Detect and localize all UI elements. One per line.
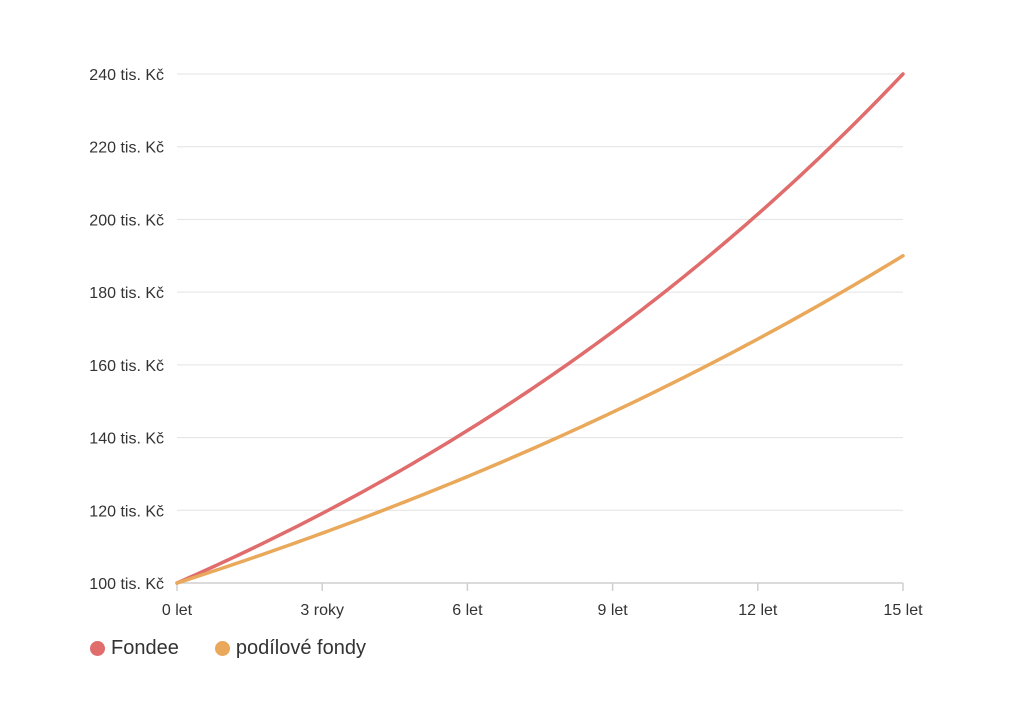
x-tick-label: 6 let (452, 602, 483, 619)
legend-label-fondee: Fondee (111, 637, 179, 659)
series-line-pod-lov-fondy[interactable] (175, 254, 905, 585)
x-tick-label: 0 let (162, 602, 193, 619)
series-line-fondee[interactable] (175, 72, 905, 585)
x-axis: 0 let 3 roky 6 let 9 let 12 let 15 let (162, 582, 923, 619)
x-tick-label: 9 let (597, 602, 628, 619)
legend-marker-podilove-fondy (214, 641, 230, 656)
legend-label-podilove-fondy: podílové fondy (235, 637, 366, 659)
y-tick-label: 200 tis. Kč (89, 212, 164, 229)
grid-lines (177, 73, 903, 511)
y-tick-label: 100 tis. Kč (89, 576, 164, 593)
x-tick-label: 15 let (883, 602, 923, 619)
legend: Fondee podílové fondy (90, 637, 366, 660)
y-tick-label: 240 tis. Kč (89, 67, 164, 84)
y-axis: 100 tis. Kč 120 tis. Kč 140 tis. Kč 160 tis… (89, 67, 164, 593)
legend-item-fondee[interactable]: Fondee (90, 637, 179, 660)
x-tick-label: 3 roky (300, 602, 344, 619)
y-tick-label: 160 tis. Kč (89, 358, 164, 375)
legend-marker-fondee (90, 641, 105, 656)
y-tick-label: 220 tis. Kč (89, 140, 164, 157)
y-tick-label: 120 tis. Kč (89, 503, 164, 520)
legend-item-podilove-fondy[interactable]: podílové fondy (214, 637, 366, 660)
y-tick-label: 140 tis. Kč (89, 431, 164, 448)
x-tick-label: 12 let (738, 602, 778, 619)
y-tick-label: 180 tis. Kč (89, 285, 164, 302)
series-lines (175, 72, 905, 585)
